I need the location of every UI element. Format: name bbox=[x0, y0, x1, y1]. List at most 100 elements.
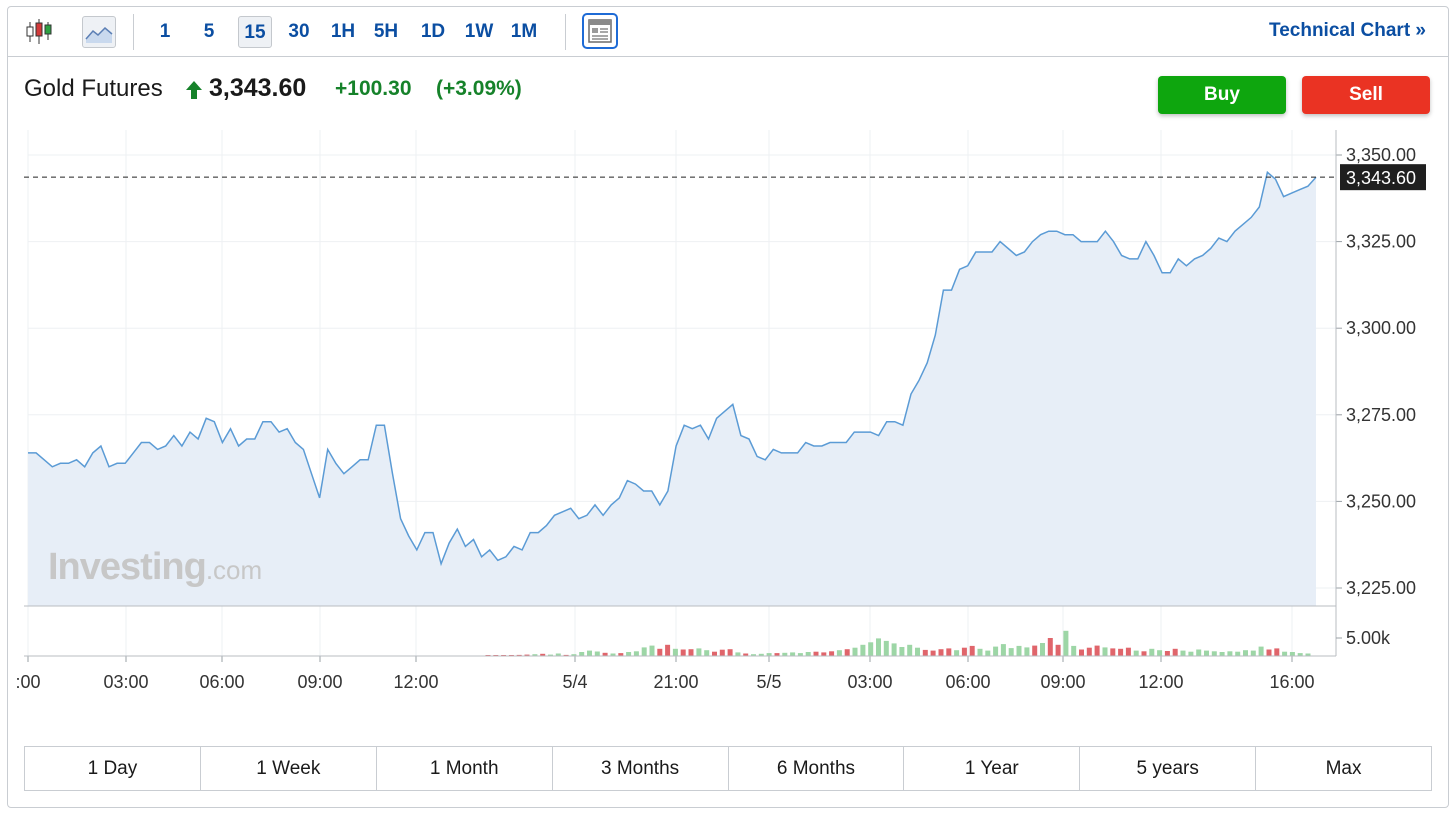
volume-bar bbox=[680, 649, 686, 656]
volume-bar bbox=[930, 650, 936, 656]
volume-bar bbox=[649, 645, 655, 656]
interval-5h[interactable]: 5H bbox=[373, 21, 399, 42]
volume-bar bbox=[587, 650, 592, 656]
volume-bar bbox=[1297, 653, 1303, 656]
interval-1w[interactable]: 1W bbox=[464, 21, 494, 42]
volume-bar bbox=[665, 644, 671, 656]
volume-bar bbox=[719, 649, 725, 656]
volume-bar bbox=[961, 647, 967, 656]
interval-1m[interactable]: 1M bbox=[510, 21, 538, 42]
volume-bar bbox=[797, 653, 803, 656]
volume-bar bbox=[993, 646, 999, 656]
chart-type-line-button[interactable] bbox=[82, 16, 116, 48]
range-1-day[interactable]: 1 Day bbox=[25, 747, 201, 790]
volume-bar bbox=[1000, 644, 1006, 656]
volume-bar bbox=[704, 650, 710, 656]
volume-bar bbox=[1024, 647, 1030, 656]
interval-15[interactable]: 15 bbox=[238, 16, 272, 48]
volume-bar bbox=[1204, 650, 1209, 656]
y-tick-label: 3,350.00 bbox=[1346, 145, 1416, 165]
arrow-up-icon bbox=[186, 81, 202, 99]
layout-icon bbox=[588, 19, 612, 43]
sell-button[interactable]: Sell bbox=[1302, 76, 1430, 114]
volume-bar bbox=[1125, 647, 1131, 656]
volume-bar bbox=[1250, 650, 1256, 656]
volume-bar bbox=[579, 652, 585, 656]
volume-bar bbox=[813, 651, 819, 656]
volume-bar bbox=[1164, 651, 1170, 656]
volume-bar bbox=[1094, 645, 1100, 656]
layout-toggle-button[interactable] bbox=[582, 13, 618, 49]
volume-bar bbox=[696, 648, 702, 656]
volume-bar bbox=[899, 647, 905, 656]
x-tick-label: 5/4 bbox=[562, 672, 587, 692]
volume-bar bbox=[836, 650, 842, 656]
volume-bar bbox=[1102, 647, 1108, 656]
range-1-month[interactable]: 1 Month bbox=[377, 747, 553, 790]
toolbar-separator bbox=[133, 14, 134, 50]
volume-bar bbox=[1032, 645, 1038, 656]
volume-bar bbox=[1063, 630, 1069, 656]
range-max[interactable]: Max bbox=[1325, 758, 1362, 779]
volume-bar bbox=[1071, 645, 1077, 656]
volume-bar bbox=[1110, 648, 1116, 656]
volume-bar bbox=[540, 653, 546, 656]
volume-bar bbox=[618, 653, 624, 656]
x-tick-label: 21:00 bbox=[653, 672, 698, 692]
volume-bar bbox=[766, 653, 772, 656]
interval-5[interactable]: 5 bbox=[203, 21, 215, 42]
chart-type-candle-button[interactable] bbox=[22, 16, 56, 48]
volume-bar bbox=[891, 643, 897, 656]
interval-1[interactable]: 1 bbox=[159, 21, 171, 42]
volume-bar bbox=[594, 651, 600, 656]
range-1-year[interactable]: 1 Year bbox=[904, 747, 1081, 790]
watermark-brand: Investing bbox=[48, 546, 207, 588]
volume-bar bbox=[1219, 652, 1225, 656]
range-1-week[interactable]: 1 Week bbox=[201, 747, 377, 790]
volume-bar bbox=[829, 651, 835, 656]
range-5-years[interactable]: 5 years bbox=[1080, 747, 1257, 790]
volume-bar bbox=[633, 651, 639, 656]
volume-bar bbox=[1188, 651, 1194, 656]
volume-bar bbox=[751, 654, 756, 656]
volume-bar bbox=[1055, 644, 1061, 656]
interval-1d[interactable]: 1D bbox=[420, 21, 446, 42]
chart-axes: :00 03:00 06:00 09:00 12:00 5/4 21:00 5/5 03:00 0… bbox=[15, 130, 1426, 692]
x-tick-label: 5/5 bbox=[756, 672, 781, 692]
investing-watermark: Investing.com bbox=[48, 546, 262, 589]
volume-bar bbox=[657, 648, 663, 656]
volume-bar bbox=[969, 645, 975, 656]
last-price: 3,343.60 bbox=[209, 74, 307, 102]
x-tick-label: 12:00 bbox=[393, 672, 438, 692]
volume-bar bbox=[743, 653, 749, 656]
interval-1h[interactable]: 1H bbox=[330, 21, 356, 42]
interval-30[interactable]: 30 bbox=[288, 21, 310, 42]
volume-bar bbox=[571, 654, 577, 656]
volume-bar bbox=[977, 648, 983, 656]
volume-bar bbox=[712, 651, 717, 656]
x-tick-label: :00 bbox=[15, 672, 40, 692]
volume-bar bbox=[1274, 648, 1280, 656]
volume-bar bbox=[555, 653, 561, 656]
range-6-months[interactable]: 6 Months bbox=[729, 747, 905, 790]
buy-button[interactable]: Buy bbox=[1158, 76, 1286, 114]
x-tick-label: 03:00 bbox=[847, 672, 892, 692]
toolbar-separator bbox=[565, 14, 566, 50]
volume-bar bbox=[938, 649, 944, 656]
x-tick-label: 03:00 bbox=[103, 672, 148, 692]
y-tick-label: 3,250.00 bbox=[1346, 491, 1416, 511]
line-chart-icon bbox=[85, 26, 113, 43]
technical-chart-link[interactable]: Technical Chart » bbox=[1269, 20, 1426, 41]
volume-bar bbox=[1047, 638, 1053, 656]
y-tick-label: 3,275.00 bbox=[1346, 405, 1416, 425]
volume-bar bbox=[883, 640, 889, 656]
range-3-months[interactable]: 3 Months bbox=[553, 747, 729, 790]
volume-bar bbox=[516, 654, 522, 656]
volume-bar bbox=[626, 652, 632, 656]
current-price-label: 3,343.60 bbox=[1346, 168, 1416, 188]
y-tick-label: 3,225.00 bbox=[1346, 578, 1416, 598]
volume-bar bbox=[922, 649, 928, 656]
volume-bar bbox=[672, 648, 678, 656]
current-price-badge bbox=[1340, 164, 1426, 191]
